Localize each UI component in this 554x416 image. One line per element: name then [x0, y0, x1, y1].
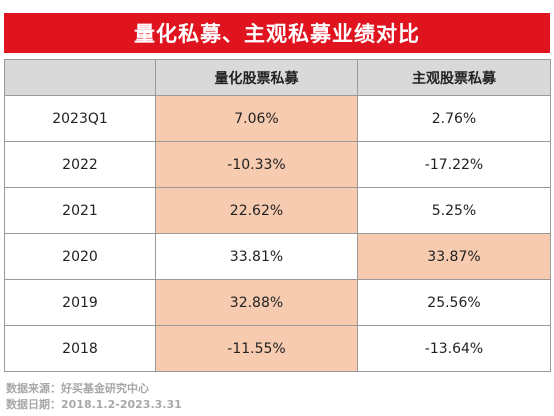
- header-cell-subjective: 主观股票私募: [357, 59, 551, 96]
- subjective-return-cell: 33.87%: [357, 233, 551, 280]
- quant-return-cell: 32.88%: [155, 279, 358, 326]
- period-cell: 2021: [4, 187, 156, 234]
- header-cell-quant: 量化股票私募: [155, 59, 358, 96]
- quant-return-cell: -10.33%: [155, 141, 358, 188]
- quant-return-cell: 33.81%: [155, 233, 358, 280]
- table-row: 2021 22.62% 5.25%: [4, 187, 551, 234]
- subjective-return-cell: -17.22%: [357, 141, 551, 188]
- table-row: 2019 32.88% 25.56%: [4, 279, 551, 326]
- footer-notes: 数据来源：好买基金研究中心 数据日期：2018.1.2-2023.3.31: [6, 381, 182, 413]
- header-cell-period: [4, 59, 156, 96]
- title-banner: 量化私募、主观私募业绩对比: [4, 13, 550, 53]
- period-cell: 2019: [4, 279, 156, 326]
- period-cell: 2018: [4, 325, 156, 372]
- table-row: 2020 33.81% 33.87%: [4, 233, 551, 280]
- period-cell: 2023Q1: [4, 95, 156, 142]
- quant-return-cell: 7.06%: [155, 95, 358, 142]
- table-row: 2023Q1 7.06% 2.76%: [4, 95, 551, 142]
- chart-title: 量化私募、主观私募业绩对比: [134, 22, 420, 46]
- subjective-return-cell: 25.56%: [357, 279, 551, 326]
- subjective-return-cell: -13.64%: [357, 325, 551, 372]
- performance-table: 量化股票私募 主观股票私募 2023Q1 7.06% 2.76% 2022 -10.33…: [4, 59, 551, 372]
- table-body: 2023Q1 7.06% 2.76% 2022 -10.33% -17.22% 2021 22…: [4, 95, 551, 372]
- period-cell: 2022: [4, 141, 156, 188]
- subjective-return-cell: 5.25%: [357, 187, 551, 234]
- quant-return-cell: 22.62%: [155, 187, 358, 234]
- data-source-note: 数据来源：好买基金研究中心: [6, 382, 149, 395]
- table-row: 2018 -11.55% -13.64%: [4, 325, 551, 372]
- header-row: 量化股票私募 主观股票私募: [4, 59, 551, 96]
- subjective-return-cell: 2.76%: [357, 95, 551, 142]
- table-row: 2022 -10.33% -17.22%: [4, 141, 551, 188]
- quant-return-cell: -11.55%: [155, 325, 358, 372]
- period-cell: 2020: [4, 233, 156, 280]
- data-date-note: 数据日期：2018.1.2-2023.3.31: [6, 398, 182, 411]
